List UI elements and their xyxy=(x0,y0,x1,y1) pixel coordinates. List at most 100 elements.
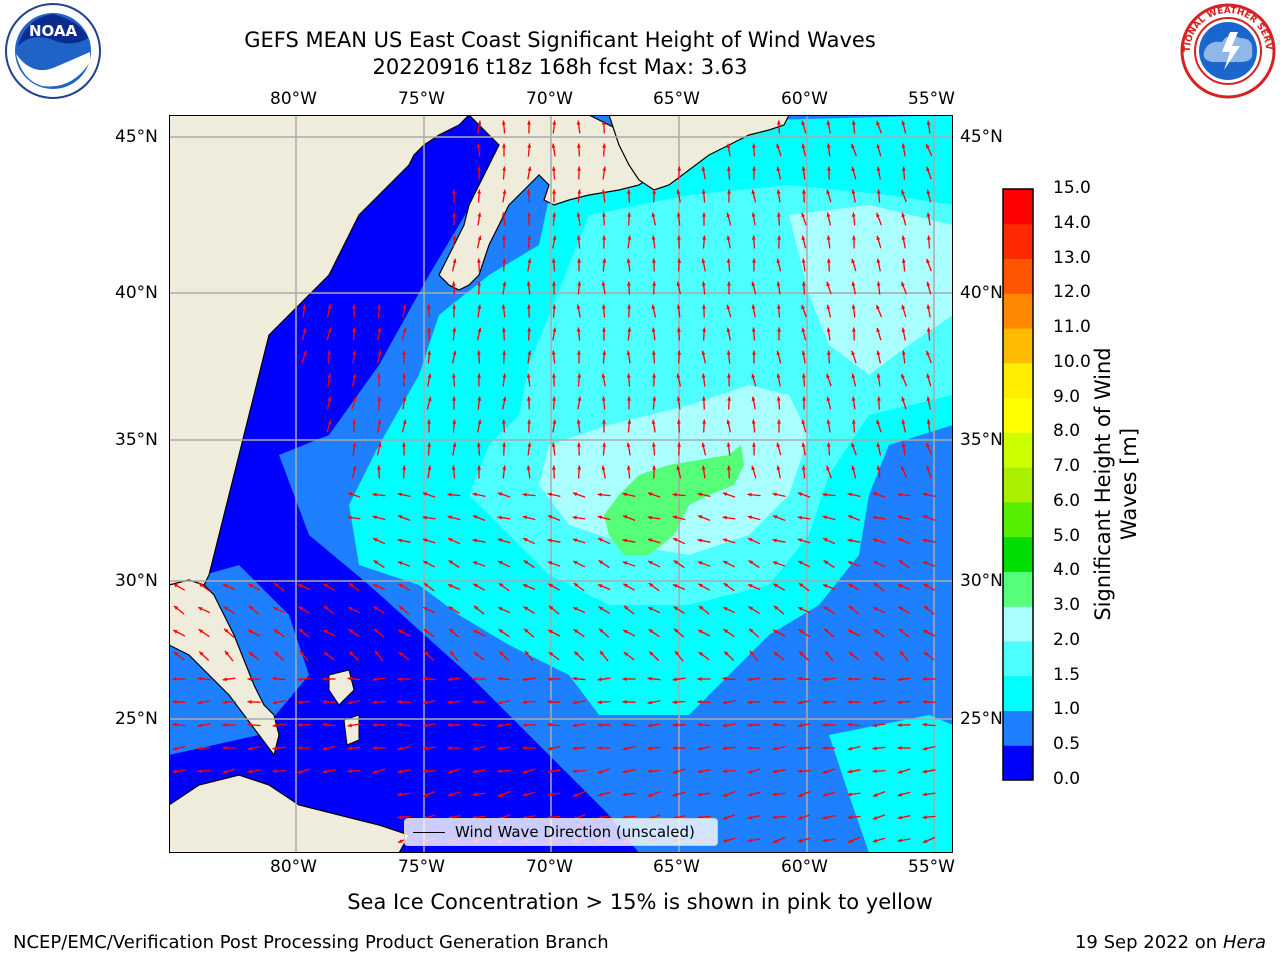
wave-direction-arrow-head xyxy=(552,212,557,217)
wave-direction-arrow-head xyxy=(926,235,931,240)
wave-direction-arrow-head xyxy=(322,746,328,751)
wave-direction-arrow-head xyxy=(377,350,382,356)
wave-direction-arrow-head xyxy=(572,723,577,728)
wave-direction-arrow-head xyxy=(477,304,482,309)
colorbar-tick-label: 6.0 xyxy=(1053,490,1081,511)
colorbar-tick-label: 0.0 xyxy=(1053,769,1081,789)
wave-direction-arrow-head xyxy=(427,350,432,355)
wave-direction-arrow-head xyxy=(649,651,654,656)
wave-direction-arrow-head xyxy=(327,327,332,333)
wave-direction-arrow-head xyxy=(897,769,903,774)
wave-direction-arrow-head xyxy=(673,584,678,588)
wave-direction-arrow-head xyxy=(448,584,453,588)
wave-direction-arrow-head xyxy=(623,605,629,610)
wave-direction-arrow-head xyxy=(522,677,527,682)
lon-label-bottom-80w: 80°W xyxy=(270,857,317,877)
wave-direction-arrow-head xyxy=(801,189,806,194)
colorbar-segment xyxy=(1003,675,1033,711)
wave-direction-arrow-head xyxy=(897,515,903,520)
wave-direction-arrow-head xyxy=(601,373,606,378)
wind-wave-arrows xyxy=(172,120,936,844)
lon-label-top-80w: 80°W xyxy=(270,89,317,109)
wave-direction-arrow-head xyxy=(377,396,382,401)
wave-direction-arrow-head xyxy=(397,538,402,543)
wave-direction-arrow-head xyxy=(776,258,781,264)
wave-direction-arrow-head xyxy=(926,443,930,448)
wave-direction-arrow-head xyxy=(773,630,778,634)
wave-direction-arrow-head xyxy=(622,538,627,543)
wave-direction-arrow-head xyxy=(347,676,352,681)
wave-direction-arrow-head xyxy=(497,769,502,774)
wave-direction-arrow-head xyxy=(397,722,402,727)
wave-direction-arrow-head xyxy=(847,538,852,543)
wave-direction-arrow-head xyxy=(727,373,731,378)
wave-direction-arrow-head xyxy=(622,561,628,565)
wave-direction-arrow-head xyxy=(577,189,582,194)
wave-direction-arrow-head xyxy=(352,327,357,332)
wave-direction-arrow-head xyxy=(751,396,756,401)
wave-direction-arrow-head xyxy=(377,373,381,378)
wave-direction-arrow-head xyxy=(672,515,678,520)
colorbar-segment xyxy=(1003,328,1033,364)
colorbar-segment xyxy=(1003,258,1033,294)
wave-direction-arrow-head xyxy=(576,419,581,424)
wave-direction-arrow-head xyxy=(173,583,178,588)
wave-direction-arrow-head xyxy=(801,465,806,470)
wave-direction-arrow-head xyxy=(898,584,903,588)
wave-direction-arrow-head xyxy=(347,700,352,705)
wave-direction-arrow-head xyxy=(851,373,856,379)
wave-direction-arrow-head xyxy=(801,350,806,355)
wave-direction-arrow-head xyxy=(826,143,831,148)
wave-direction-arrow-head xyxy=(826,120,831,125)
lon-label-top-55w: 55°W xyxy=(908,89,955,109)
wave-direction-arrow-head xyxy=(448,538,453,542)
wave-direction-arrow-head xyxy=(772,677,777,681)
wave-direction-arrow-head xyxy=(752,442,756,447)
wave-direction-arrow-head xyxy=(851,189,856,194)
run-date-text: 19 Sep 2022 on xyxy=(1074,932,1218,953)
wave-direction-arrow-head xyxy=(473,515,478,519)
wave-direction-arrow-head xyxy=(751,212,756,217)
wave-direction-arrow-head xyxy=(626,258,631,263)
colorbar-tick-label: 0.5 xyxy=(1053,734,1081,755)
wave-direction-arrow-head xyxy=(323,583,328,588)
wave-direction-arrow-head xyxy=(449,650,454,656)
wave-direction-arrow-head xyxy=(727,281,731,286)
wave-direction-arrow-head xyxy=(402,442,406,447)
wave-direction-arrow-head xyxy=(747,792,753,797)
wave-direction-arrow-head xyxy=(851,258,856,264)
wave-direction-arrow-head xyxy=(452,258,457,263)
wave-direction-arrow-head xyxy=(452,396,456,401)
colorbar-tick-label: 5.0 xyxy=(1053,525,1081,546)
wave-direction-arrow-head xyxy=(722,492,728,497)
wave-direction-arrow-head xyxy=(572,769,577,774)
wave-direction-arrow-head xyxy=(922,769,927,774)
wave-direction-arrow-head xyxy=(701,166,706,171)
wave-direction-arrow-head xyxy=(722,746,727,751)
wave-direction-arrow-head xyxy=(601,212,606,217)
wave-direction-arrow-head xyxy=(599,650,604,656)
colorbar-segment xyxy=(1003,223,1033,260)
wave-direction-arrow-head xyxy=(302,327,307,332)
wave-direction-arrow-head xyxy=(747,746,752,750)
wave-direction-arrow-head xyxy=(377,419,382,424)
wave-direction-arrow-head xyxy=(702,419,707,424)
wave-direction-arrow-head xyxy=(297,700,302,705)
wave-direction-arrow-head xyxy=(873,583,879,588)
wave-direction-arrow-head xyxy=(697,677,702,681)
wave-direction-arrow-head xyxy=(422,515,427,520)
wave-direction-arrow-head xyxy=(602,442,607,447)
wave-direction-arrow-head xyxy=(577,373,582,378)
wave-direction-arrow-head xyxy=(897,792,903,797)
wave-direction-arrow-head xyxy=(901,212,906,218)
wave-direction-arrow-head xyxy=(601,304,606,309)
wave-direction-arrow-head xyxy=(501,419,506,424)
wave-direction-arrow-head xyxy=(477,419,482,424)
wave-direction-arrow-head xyxy=(248,605,254,610)
wave-direction-arrow-head xyxy=(273,629,279,634)
wave-direction-arrow-head xyxy=(749,650,754,656)
wave-direction-arrow-head xyxy=(698,605,704,610)
wave-direction-arrow-head xyxy=(923,839,928,843)
wave-direction-arrow-head xyxy=(801,281,806,286)
map-subtitle: 20220916 t18z 168h fcst Max: 3.63 xyxy=(372,55,748,79)
